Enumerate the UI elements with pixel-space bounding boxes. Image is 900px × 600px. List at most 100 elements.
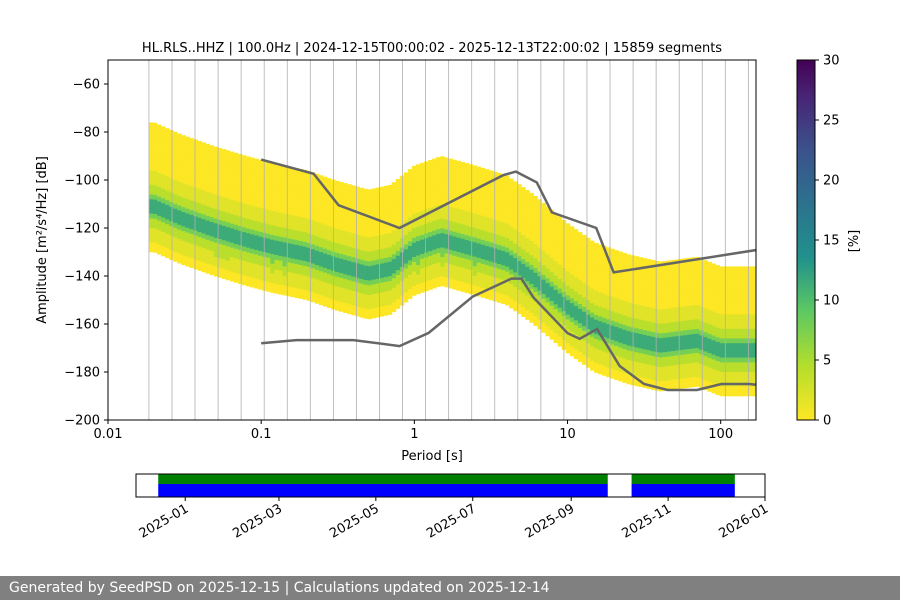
heat-cell <box>403 249 409 255</box>
heat-cell <box>573 253 579 259</box>
heat-cell <box>229 209 235 215</box>
heat-cell <box>541 265 546 271</box>
heat-cell <box>464 230 470 236</box>
heat-cell <box>286 248 291 254</box>
heat-cell <box>666 366 672 372</box>
heat-cell <box>306 271 312 277</box>
heat-cell <box>165 161 170 167</box>
heat-cell <box>169 211 174 217</box>
heat-cell <box>428 174 433 180</box>
heat-cell <box>691 281 696 287</box>
heat-cell <box>399 290 405 296</box>
heat-cell <box>371 202 376 208</box>
heat-cell <box>662 313 668 319</box>
heat-cell <box>488 275 494 282</box>
heat-cell <box>205 153 211 159</box>
heat-cell <box>420 182 425 188</box>
heat-cell <box>152 233 158 239</box>
heat-cell <box>367 270 372 277</box>
heat-cell <box>492 214 498 220</box>
heat-cell <box>403 239 409 245</box>
heat-cell <box>719 376 725 382</box>
heat-cell <box>395 241 401 247</box>
heat-cell <box>189 224 194 230</box>
heat-cell <box>614 317 619 323</box>
heat-cell <box>557 226 563 232</box>
heat-cell <box>751 285 756 291</box>
heat-cell <box>189 162 194 168</box>
heat-cell <box>246 185 251 191</box>
heat-cell <box>654 356 660 363</box>
heat-cell <box>327 254 332 261</box>
heat-cell <box>739 285 745 291</box>
heat-cell <box>318 242 324 248</box>
heat-cell <box>201 185 206 191</box>
heat-cell <box>351 242 356 249</box>
heat-cell <box>590 279 595 285</box>
heat-cell <box>436 253 441 259</box>
heat-cell <box>161 126 166 132</box>
heat-cell <box>525 209 530 215</box>
heat-cell <box>205 258 211 265</box>
heat-cell <box>594 276 599 282</box>
heat-cell <box>367 242 372 248</box>
heat-cell <box>165 166 170 172</box>
heat-cell <box>383 200 389 206</box>
heat-cell <box>221 168 227 174</box>
heat-cell <box>440 266 445 272</box>
heat-cell <box>496 297 502 303</box>
heat-cell <box>254 216 259 222</box>
heat-cell <box>581 340 587 346</box>
heat-cell <box>496 187 502 193</box>
heat-cell <box>379 215 385 221</box>
heat-cell <box>472 247 478 253</box>
heat-cell <box>258 207 263 213</box>
heat-cell <box>270 278 275 284</box>
heat-cell <box>436 181 441 187</box>
heat-cell <box>646 259 652 265</box>
heat-cell <box>440 261 445 267</box>
heat-cell <box>225 265 231 271</box>
heat-cell <box>549 296 555 302</box>
heat-cell <box>416 279 421 285</box>
heat-cell <box>707 261 712 267</box>
heat-cell <box>452 260 457 266</box>
heat-cell <box>590 336 595 342</box>
heat-cell <box>367 237 372 243</box>
heat-cell <box>169 235 174 241</box>
heat-cell <box>298 255 304 261</box>
heat-cell <box>525 266 530 272</box>
heat-cell <box>327 230 332 237</box>
heat-cell <box>310 234 316 240</box>
heat-cell <box>274 192 279 198</box>
heat-cell <box>197 160 202 166</box>
heat-cell <box>343 187 348 193</box>
heat-cell <box>250 210 255 216</box>
heat-cell <box>545 249 550 255</box>
grid-lines <box>148 60 749 420</box>
heat-cell <box>525 261 530 268</box>
heat-cell <box>375 254 381 260</box>
heat-cell <box>416 164 421 170</box>
heat-cell <box>541 217 546 223</box>
heat-cell <box>743 276 749 282</box>
heat-cell <box>339 220 344 226</box>
heat-cell <box>237 230 243 236</box>
heat-cell <box>484 236 490 242</box>
heat-cell <box>751 304 756 310</box>
heat-cell <box>618 352 623 358</box>
heat-cell <box>695 328 700 335</box>
heat-cell <box>691 276 696 282</box>
heat-cell <box>577 294 583 300</box>
heat-cell <box>351 247 356 253</box>
heat-cell <box>403 234 409 240</box>
heat-cell <box>339 244 344 250</box>
heat-cell <box>177 205 182 211</box>
heat-cell <box>557 274 563 280</box>
heat-cell <box>444 195 449 201</box>
heat-cell <box>347 208 352 214</box>
heat-cell <box>161 217 166 223</box>
heat-cell <box>521 302 526 308</box>
heat-cell <box>751 386 756 392</box>
heat-cell <box>246 214 251 220</box>
